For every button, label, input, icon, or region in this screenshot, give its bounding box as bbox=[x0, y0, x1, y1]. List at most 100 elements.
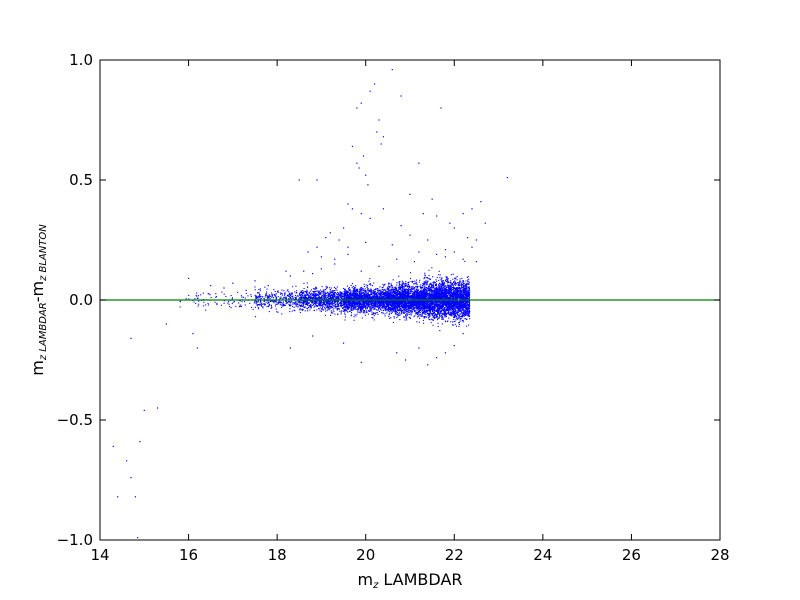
dense-point bbox=[352, 291, 354, 293]
dense-point bbox=[331, 297, 333, 299]
dense-point bbox=[280, 297, 282, 299]
dense-point bbox=[366, 306, 369, 308]
dense-point bbox=[256, 297, 258, 299]
dense-point bbox=[403, 306, 405, 308]
dense-point bbox=[254, 306, 256, 308]
dense-point bbox=[322, 289, 325, 291]
dense-point bbox=[352, 308, 354, 310]
dense-point bbox=[317, 291, 319, 293]
dense-point bbox=[357, 304, 359, 306]
dense-point bbox=[259, 304, 261, 306]
dense-point bbox=[382, 307, 384, 309]
dense-point bbox=[396, 308, 399, 310]
dense-point bbox=[368, 310, 370, 312]
dense-point bbox=[306, 301, 308, 303]
dense-point bbox=[421, 291, 423, 293]
dense-point bbox=[415, 304, 417, 306]
dense-point bbox=[341, 301, 343, 303]
dense-point bbox=[394, 311, 396, 313]
dense-point bbox=[368, 305, 370, 308]
dense-point bbox=[381, 300, 383, 302]
dense-point bbox=[289, 294, 291, 296]
dense-point bbox=[350, 315, 352, 317]
dense-point bbox=[297, 303, 299, 305]
dense-point bbox=[398, 281, 400, 283]
dense-point bbox=[281, 293, 283, 295]
dense-point bbox=[350, 307, 352, 309]
dense-point bbox=[352, 309, 355, 311]
dense-point bbox=[323, 292, 326, 294]
dense-point bbox=[400, 284, 402, 286]
dense-point bbox=[397, 294, 399, 296]
dense-point bbox=[419, 295, 422, 298]
dense-point bbox=[329, 306, 331, 308]
dense-point bbox=[373, 308, 375, 311]
dense-point bbox=[303, 294, 305, 297]
dense-point bbox=[319, 302, 321, 304]
dense-point bbox=[419, 298, 421, 300]
dense-point bbox=[414, 315, 416, 317]
dense-point bbox=[303, 287, 305, 290]
dense-point bbox=[356, 313, 358, 315]
dense-point bbox=[316, 302, 318, 304]
dense-point bbox=[396, 282, 398, 284]
dense-point bbox=[349, 288, 351, 290]
dense-point bbox=[349, 310, 351, 312]
dense-point bbox=[384, 305, 386, 307]
dense-point bbox=[344, 306, 346, 308]
dense-point bbox=[410, 290, 413, 292]
dense-point bbox=[403, 282, 405, 284]
dense-point bbox=[315, 290, 317, 292]
dense-point bbox=[332, 309, 334, 311]
dense-point bbox=[420, 298, 422, 300]
dense-point bbox=[422, 311, 424, 313]
dense-point bbox=[360, 287, 362, 289]
dense-point bbox=[295, 285, 297, 287]
dense-point bbox=[294, 296, 296, 298]
dense-point bbox=[316, 293, 318, 295]
dense-point bbox=[413, 288, 415, 290]
dense-point bbox=[257, 307, 259, 309]
dense-point bbox=[416, 311, 418, 313]
data-point bbox=[453, 345, 455, 347]
dense-point bbox=[416, 304, 418, 306]
dense-point bbox=[362, 291, 364, 293]
dense-point bbox=[317, 296, 319, 298]
dense-point bbox=[227, 302, 229, 304]
dense-point bbox=[408, 291, 410, 293]
dense-point bbox=[397, 309, 399, 311]
dense-point bbox=[419, 287, 422, 289]
dense-point bbox=[310, 306, 312, 308]
dense-point bbox=[375, 295, 377, 297]
dense-point bbox=[349, 289, 351, 291]
dense-point bbox=[407, 281, 409, 284]
dense-point bbox=[345, 308, 347, 310]
dense-point bbox=[393, 303, 395, 305]
dense-point bbox=[304, 310, 306, 312]
dense-point bbox=[404, 307, 407, 310]
dense-point bbox=[343, 294, 345, 296]
dense-point bbox=[405, 292, 407, 294]
dense-point bbox=[349, 289, 351, 291]
dense-point bbox=[333, 286, 336, 288]
dense-point bbox=[409, 311, 411, 313]
dense-point bbox=[371, 313, 373, 315]
dense-point bbox=[324, 307, 326, 309]
dense-point bbox=[378, 293, 380, 295]
dense-point bbox=[418, 303, 420, 305]
dense-point bbox=[336, 308, 338, 310]
dense-point bbox=[295, 304, 297, 306]
dense-point bbox=[420, 314, 422, 316]
dense-point bbox=[316, 298, 318, 300]
dense-point bbox=[404, 284, 406, 286]
dense-point bbox=[334, 303, 336, 306]
dense-point bbox=[378, 302, 380, 305]
dense-point bbox=[412, 307, 414, 309]
dense-point bbox=[407, 289, 409, 291]
dense-point bbox=[408, 301, 411, 303]
dense-point bbox=[239, 305, 241, 307]
dense-point bbox=[358, 291, 360, 293]
dense-point bbox=[216, 302, 218, 305]
dense-point bbox=[358, 293, 360, 295]
dense-point bbox=[207, 304, 210, 306]
